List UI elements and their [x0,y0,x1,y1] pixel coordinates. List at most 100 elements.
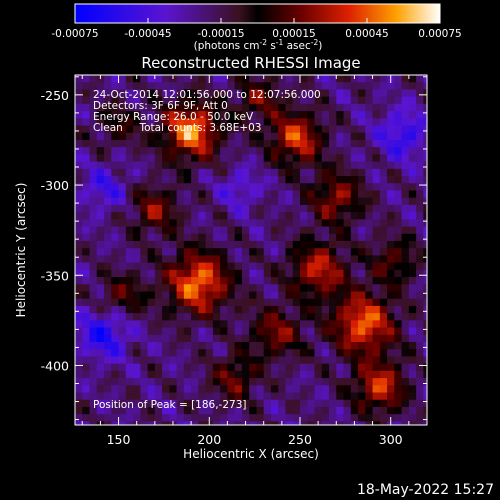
heatmap-cell [133,147,141,155]
heatmap-cell [212,277,221,285]
heatmap-cell [263,82,272,90]
heatmap-cell [183,89,192,97]
heatmap-cell [394,103,402,112]
heatmap-cell [343,298,352,307]
heatmap-cell [292,320,301,328]
heatmap-cell [379,147,388,155]
heatmap-cell [220,248,228,256]
heatmap-cell [358,190,366,198]
heatmap-cell [336,176,344,184]
heatmap-cell [205,406,214,415]
heatmap-cell [307,277,315,285]
heatmap-cell [220,154,228,162]
heatmap-cell [379,161,388,170]
heatmap-cell [394,284,402,292]
heatmap-cell [212,96,221,105]
heatmap-cell [183,349,192,357]
heatmap-cell [365,197,373,206]
heatmap-cell [314,406,323,415]
heatmap-cell [205,82,214,90]
heatmap-cell [82,284,90,292]
heatmap-cell [401,212,410,220]
heatmap-cell [314,356,323,364]
heatmap-cell [256,255,264,263]
heatmap-cell [365,111,373,119]
heatmap-cell [89,349,98,357]
heatmap-cell [372,378,381,386]
heatmap-cell [169,334,177,343]
heatmap-cell [176,197,185,206]
heatmap-cell [256,291,264,300]
heatmap-cell [336,399,344,408]
heatmap-cell [249,204,257,213]
heatmap-cell [336,262,344,271]
heatmap-cell [256,176,264,184]
heatmap-cell [343,219,352,227]
heatmap-cell [394,233,402,242]
heatmap-cell [350,226,359,235]
heatmap-cell [89,197,98,206]
heatmap-cell [256,147,264,155]
heatmap-cell [154,269,163,278]
heatmap-cell [387,168,395,177]
heatmap-cell [307,334,315,343]
heatmap-cell [133,363,141,372]
heatmap-cell [394,414,402,422]
heatmap-cell [350,111,359,119]
heatmap-cell [96,385,105,393]
heatmap-cell [321,334,330,343]
heatmap-cell [154,320,163,328]
heatmap-cell [307,392,315,401]
heatmap-cell [220,406,228,415]
heatmap-cell [350,197,359,206]
heatmap-cell [198,125,206,134]
heatmap-cell [423,82,427,90]
heatmap-cell [183,118,192,126]
heatmap-cell [358,277,366,285]
heatmap-cell [220,82,228,90]
heatmap-cell [154,406,163,415]
heatmap-cell [147,255,156,263]
heatmap-cell [234,291,243,300]
heatmap-cell [314,176,323,184]
heatmap-cell [387,313,395,321]
heatmap-cell [111,240,119,249]
heatmap-cell [96,212,105,220]
heatmap-cell [387,197,395,206]
heatmap-cell [169,399,177,408]
heatmap-cell [75,269,83,278]
heatmap-cell [205,204,214,213]
heatmap-cell [372,212,381,220]
heatmap-cell [227,176,235,184]
heatmap-cell [183,96,192,105]
heatmap-cell [96,356,105,364]
heatmap-cell [162,212,170,220]
heatmap-cell [278,226,286,235]
heatmap-cell [423,291,427,300]
heatmap-cell [241,190,250,198]
heatmap-cell [169,197,177,206]
heatmap-cell [401,277,410,285]
heatmap-cell [285,103,294,112]
heatmap-cell [365,132,373,141]
heatmap-cell [329,183,337,191]
heatmap-cell [75,111,83,119]
heatmap-cell [147,298,156,307]
heatmap-cell [89,378,98,386]
heatmap-cell [292,103,301,112]
heatmap-cell [89,406,98,415]
heatmap-cell [191,342,199,350]
heatmap-cell [111,168,119,177]
heatmap-cell [227,421,235,425]
heatmap-cell [256,154,264,162]
heatmap-cell [75,96,83,105]
heatmap-cell [416,132,424,141]
heatmap-cell [336,356,344,364]
heatmap-cell [198,161,206,170]
heatmap-cell [96,392,105,401]
heatmap-cell [191,154,199,162]
heatmap-cell [358,118,366,126]
heatmap-cell [154,82,163,90]
heatmap-cell [176,305,185,314]
heatmap-cell [285,132,294,141]
